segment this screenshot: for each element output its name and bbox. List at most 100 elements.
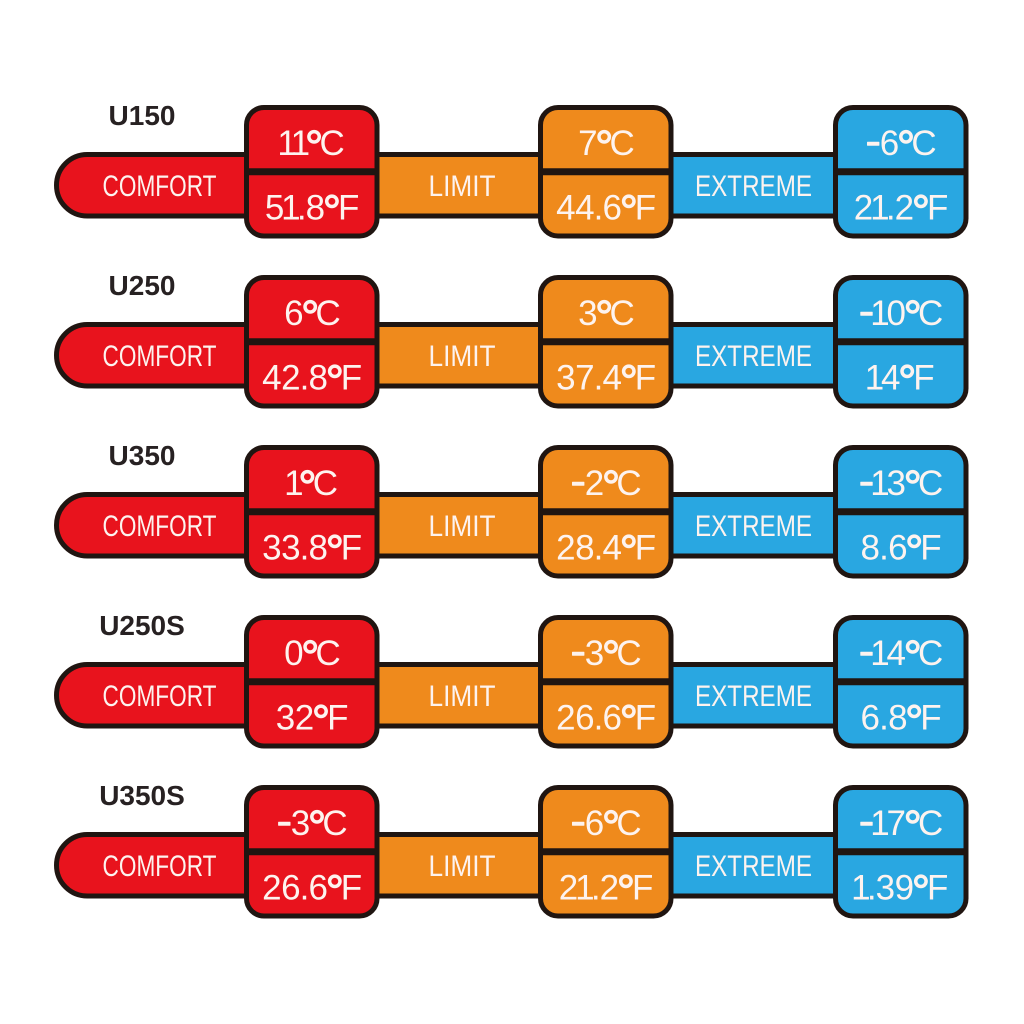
svg-text:U150: U150 (109, 100, 176, 131)
svg-text:2: 2 (600, 869, 619, 908)
svg-text:EXTREME: EXTREME (695, 510, 812, 543)
svg-text:4: 4 (262, 359, 281, 398)
svg-text:.: . (886, 189, 896, 228)
svg-text:EXTREME: EXTREME (695, 680, 812, 713)
svg-text:3: 3 (585, 634, 604, 673)
svg-text:6: 6 (602, 189, 621, 228)
svg-text:U250S: U250S (99, 610, 185, 641)
svg-text:F: F (341, 869, 362, 908)
svg-text:.: . (300, 869, 310, 908)
svg-text:1: 1 (870, 189, 889, 228)
svg-text:2: 2 (556, 529, 575, 568)
svg-text:U250: U250 (109, 270, 176, 301)
svg-text:F: F (341, 359, 362, 398)
svg-text:1: 1 (575, 869, 594, 908)
svg-text:2: 2 (895, 189, 914, 228)
svg-text:.: . (594, 529, 604, 568)
svg-text:C: C (918, 634, 943, 673)
svg-text:1: 1 (291, 124, 310, 163)
svg-text:COMFORT: COMFORT (103, 340, 217, 373)
svg-text:8: 8 (860, 529, 879, 568)
svg-text:F: F (635, 359, 656, 398)
svg-text:.: . (591, 869, 601, 908)
svg-text:U350S: U350S (99, 780, 185, 811)
svg-text:3: 3 (578, 294, 597, 333)
svg-text:1: 1 (865, 359, 884, 398)
svg-text:LIMIT: LIMIT (429, 170, 496, 203)
svg-text:4: 4 (575, 189, 594, 228)
svg-text:F: F (927, 869, 948, 908)
svg-text:EXTREME: EXTREME (695, 170, 812, 203)
svg-text:COMFORT: COMFORT (103, 510, 217, 543)
svg-text:C: C (322, 804, 347, 843)
svg-text:EXTREME: EXTREME (695, 850, 812, 883)
svg-text:C: C (616, 804, 641, 843)
svg-text:6: 6 (284, 294, 303, 333)
svg-text:U350: U350 (109, 440, 176, 471)
svg-text:F: F (920, 699, 941, 738)
svg-text:2: 2 (295, 699, 314, 738)
svg-text:6: 6 (585, 804, 604, 843)
svg-text:7: 7 (578, 124, 597, 163)
svg-text:C: C (316, 294, 341, 333)
svg-text:.: . (879, 529, 889, 568)
svg-text:LIMIT: LIMIT (429, 340, 496, 373)
svg-text:.: . (300, 529, 310, 568)
svg-text:.: . (594, 359, 604, 398)
svg-text:C: C (610, 294, 635, 333)
svg-text:.: . (300, 359, 310, 398)
svg-text:0: 0 (284, 634, 303, 673)
svg-text:F: F (913, 359, 934, 398)
svg-text:4: 4 (556, 189, 575, 228)
svg-text:1: 1 (284, 464, 303, 503)
svg-text:4: 4 (602, 359, 621, 398)
svg-text:COMFORT: COMFORT (103, 680, 217, 713)
svg-text:2: 2 (556, 699, 575, 738)
svg-text:0: 0 (886, 294, 905, 333)
svg-text:C: C (616, 464, 641, 503)
svg-text:2: 2 (281, 359, 300, 398)
svg-text:F: F (327, 699, 348, 738)
svg-text:.: . (594, 699, 604, 738)
svg-text:LIMIT: LIMIT (429, 850, 496, 883)
svg-text:2: 2 (585, 464, 604, 503)
svg-text:C: C (918, 464, 943, 503)
svg-text:8: 8 (888, 699, 907, 738)
svg-text:F: F (927, 189, 948, 228)
svg-text:6: 6 (281, 869, 300, 908)
svg-text:LIMIT: LIMIT (429, 680, 496, 713)
svg-text:9: 9 (895, 869, 914, 908)
svg-text:3: 3 (276, 699, 295, 738)
svg-text:F: F (635, 699, 656, 738)
svg-text:1: 1 (870, 634, 889, 673)
svg-text:8: 8 (575, 529, 594, 568)
svg-text:F: F (635, 529, 656, 568)
svg-text:2: 2 (559, 869, 578, 908)
svg-text:6: 6 (860, 699, 879, 738)
svg-text:C: C (313, 464, 338, 503)
svg-text:7: 7 (886, 804, 905, 843)
svg-text:6: 6 (880, 124, 899, 163)
svg-text:.: . (879, 699, 889, 738)
svg-text:F: F (635, 189, 656, 228)
svg-text:4: 4 (881, 359, 900, 398)
svg-text:6: 6 (602, 699, 621, 738)
svg-text:C: C (610, 124, 635, 163)
svg-text:3: 3 (262, 529, 281, 568)
svg-text:6: 6 (888, 529, 907, 568)
svg-text:1: 1 (870, 464, 889, 503)
svg-text:F: F (632, 869, 653, 908)
svg-text:C: C (319, 124, 344, 163)
svg-text:3: 3 (291, 804, 310, 843)
svg-text:6: 6 (575, 699, 594, 738)
svg-text:4: 4 (602, 529, 621, 568)
svg-text:8: 8 (308, 529, 327, 568)
svg-text:F: F (338, 189, 359, 228)
svg-text:3: 3 (876, 869, 895, 908)
svg-text:.: . (297, 189, 307, 228)
svg-text:6: 6 (308, 869, 327, 908)
svg-text:8: 8 (308, 359, 327, 398)
svg-text:COMFORT: COMFORT (103, 850, 217, 883)
svg-text:3: 3 (556, 359, 575, 398)
svg-text:C: C (616, 634, 641, 673)
